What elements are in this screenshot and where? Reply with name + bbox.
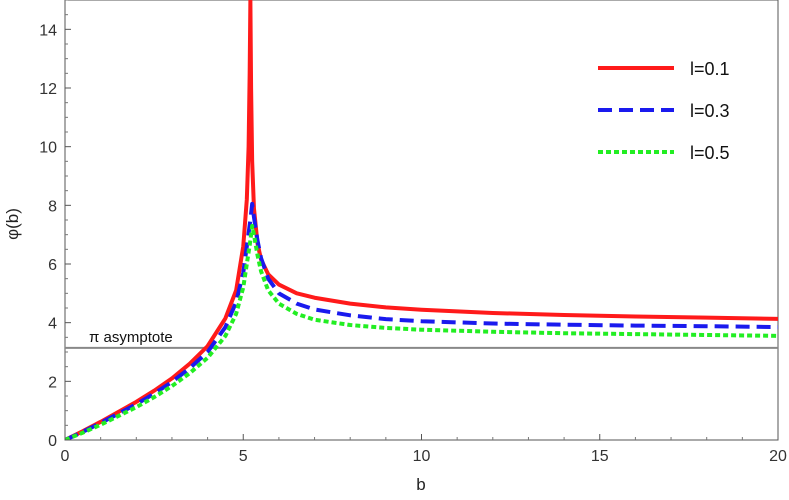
legend: l=0.1 l=0.3 l=0.5 [598, 59, 730, 163]
x-tick-label: 0 [61, 448, 70, 465]
y-tick-label: 2 [48, 374, 57, 391]
legend-label-3: l=0.5 [690, 143, 730, 163]
x-axis-title: b [416, 475, 425, 494]
y-tick-label: 6 [48, 257, 57, 274]
pi-asymptote-label: π asymptote [89, 329, 173, 346]
series-line-1 [65, 0, 778, 440]
y-axis-title: φ(b) [3, 208, 22, 240]
reference-line-group: π asymptote [65, 329, 778, 349]
legend-label-2: l=0.3 [690, 101, 730, 121]
series-line-2 [65, 201, 778, 440]
y-tick-label: 14 [39, 22, 57, 39]
x-tick-label: 10 [413, 448, 431, 465]
x-tick-label: 20 [769, 448, 787, 465]
y-tick-label: 4 [48, 316, 57, 333]
y-tick-label: 8 [48, 198, 57, 215]
y-tick-label: 12 [39, 81, 57, 98]
axes-group: 0 5 10 15 20 0 2 4 6 8 10 12 14 [39, 0, 787, 465]
y-tick-label: 0 [48, 433, 57, 450]
y-tick-label: 10 [39, 140, 57, 157]
series-group [65, 0, 778, 440]
x-tick-label: 5 [239, 448, 248, 465]
legend-label-1: l=0.1 [690, 59, 730, 79]
series-line-3 [65, 223, 778, 440]
x-tick-label: 15 [591, 448, 609, 465]
